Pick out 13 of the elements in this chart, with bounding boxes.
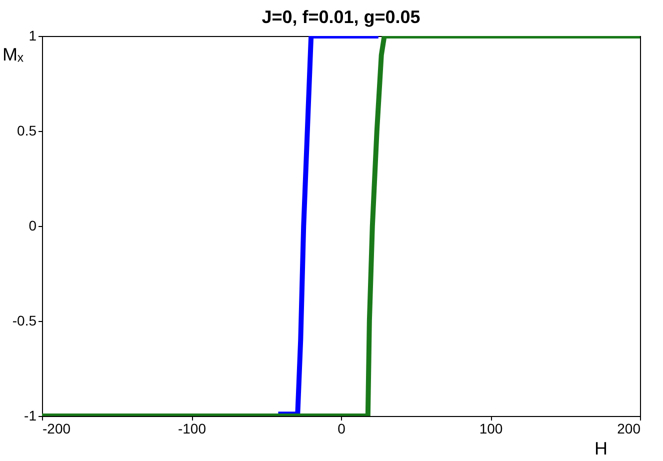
x-tick-label: -200	[42, 420, 71, 436]
y-tick-label: -0.5	[12, 312, 37, 328]
x-axis-title: H	[594, 438, 608, 458]
y-tick-label: -1	[24, 408, 37, 424]
x-tick-label: 0	[338, 420, 346, 436]
x-tick-label: -100	[178, 420, 206, 436]
x-tick-label: 100	[479, 420, 503, 436]
x-tick-label: 200	[617, 420, 641, 436]
chart-title: J=0, f=0.01, g=0.05	[262, 7, 420, 27]
y-axis-title: Mₓ	[2, 44, 24, 64]
y-tick-label: 0.5	[17, 122, 37, 138]
y-tick-label: 1	[28, 28, 37, 44]
y-tick-label: 0	[28, 218, 37, 234]
